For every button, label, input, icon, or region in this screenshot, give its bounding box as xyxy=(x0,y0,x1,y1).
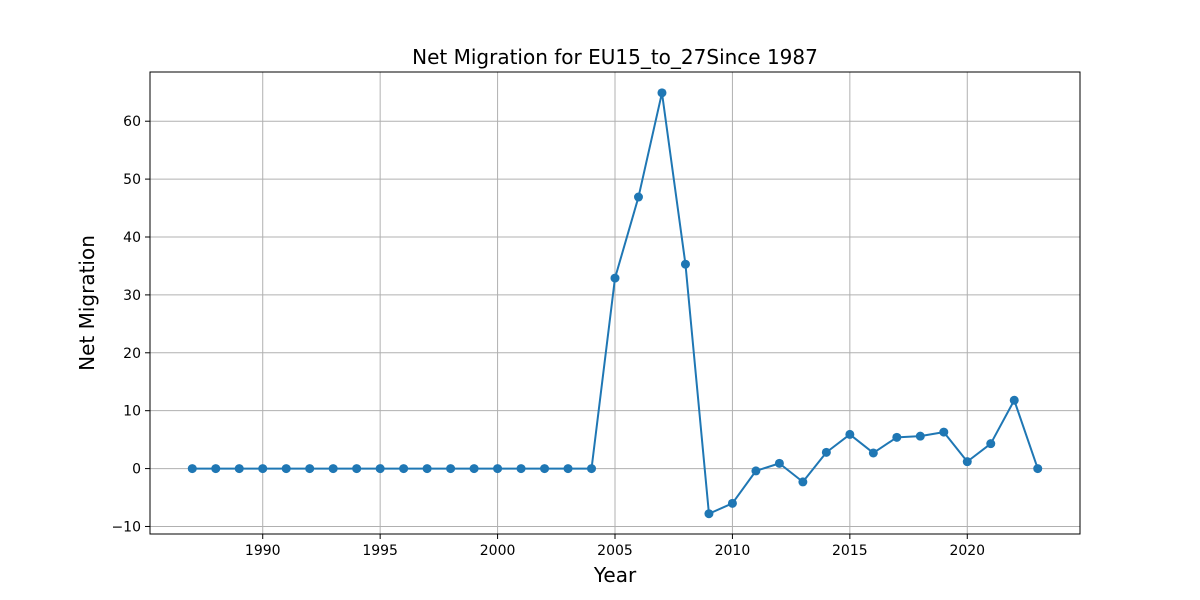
data-point xyxy=(868,448,878,458)
data-point xyxy=(399,464,409,474)
data-point xyxy=(328,464,338,474)
data-point xyxy=(469,464,479,474)
y-tick-label: 40 xyxy=(123,230,141,246)
data-point xyxy=(563,464,573,474)
y-tick-label: 30 xyxy=(123,288,141,304)
data-point xyxy=(1009,395,1019,405)
x-axis-label: Year xyxy=(593,563,637,587)
data-point xyxy=(375,464,385,474)
data-point xyxy=(305,464,315,474)
chart-title: Net Migration for EU15_to_27Since 1987 xyxy=(412,45,818,69)
data-point xyxy=(1033,464,1043,474)
data-point xyxy=(657,88,667,98)
x-tick-label: 1995 xyxy=(362,543,398,559)
data-point xyxy=(258,464,268,474)
data-point xyxy=(610,273,620,283)
x-tick-label: 2015 xyxy=(832,543,868,559)
data-point xyxy=(774,458,784,468)
y-axis-ticks: −10 0 10 20 30 40 50 60 xyxy=(111,114,150,535)
data-point xyxy=(633,192,643,202)
data-point xyxy=(962,457,972,467)
x-tick-label: 2010 xyxy=(715,543,751,559)
data-point xyxy=(493,464,503,474)
x-tick-label: 1990 xyxy=(245,543,281,559)
x-tick-label: 2020 xyxy=(949,543,985,559)
y-axis-label: Net Migration xyxy=(75,235,99,371)
y-tick-label: 50 xyxy=(123,172,141,188)
data-point xyxy=(281,464,291,474)
data-point xyxy=(234,464,244,474)
x-tick-label: 2000 xyxy=(480,543,516,559)
data-point xyxy=(915,431,925,441)
data-point xyxy=(352,464,362,474)
series-layer xyxy=(187,88,1043,519)
data-point xyxy=(540,464,550,474)
data-point xyxy=(187,464,197,474)
y-tick-label: 10 xyxy=(123,404,141,420)
grid-lines xyxy=(150,72,1080,534)
data-point xyxy=(727,498,737,508)
y-tick-label: 60 xyxy=(123,114,141,130)
y-tick-label: 0 xyxy=(132,462,141,478)
data-point xyxy=(680,259,690,269)
data-point xyxy=(587,464,597,474)
data-point xyxy=(821,447,831,457)
data-point xyxy=(986,439,996,449)
data-point xyxy=(939,427,949,437)
data-point xyxy=(211,464,221,474)
data-point xyxy=(845,429,855,439)
x-axis-ticks: 1990 1995 2000 2005 2010 2015 2020 xyxy=(245,534,985,559)
data-point xyxy=(892,432,902,442)
y-tick-label: 20 xyxy=(123,346,141,362)
data-point xyxy=(516,464,526,474)
data-point xyxy=(422,464,432,474)
x-tick-label: 2005 xyxy=(597,543,633,559)
data-point xyxy=(751,466,761,476)
data-point xyxy=(704,509,714,519)
data-point xyxy=(446,464,456,474)
y-tick-label: −10 xyxy=(111,519,141,535)
data-point xyxy=(798,477,808,487)
